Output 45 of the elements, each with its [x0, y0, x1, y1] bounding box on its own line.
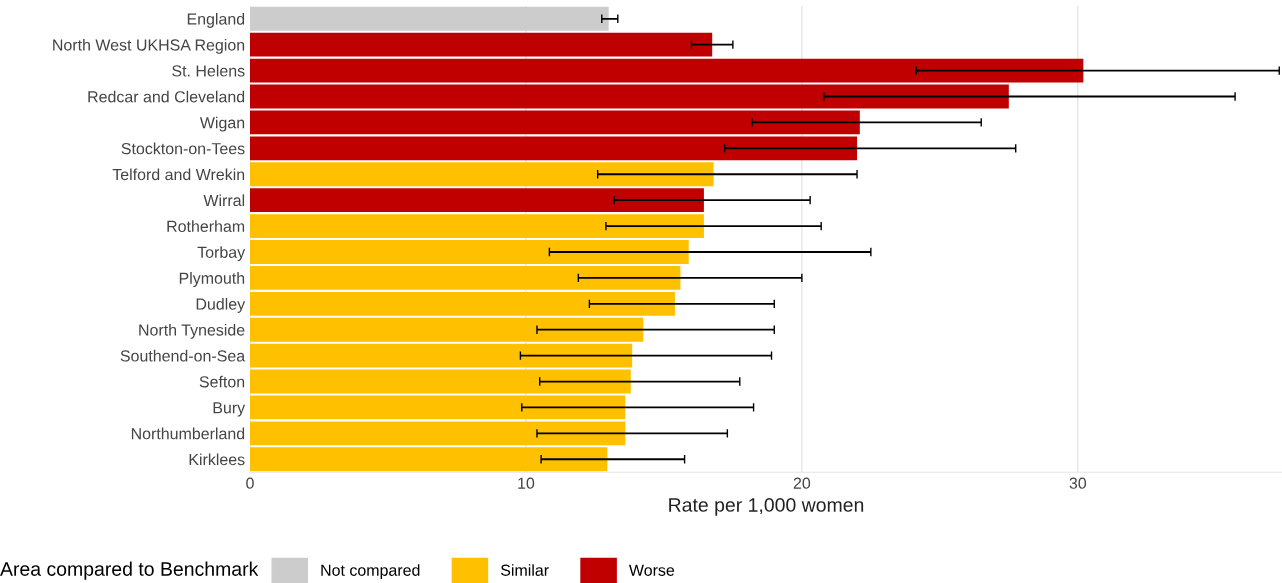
bar	[249, 265, 681, 290]
legend-label: Not compared	[321, 564, 420, 580]
y-tick-label: Dudley	[196, 298, 246, 313]
bar	[249, 162, 714, 187]
y-tick-label: North West UKHSA Region	[53, 38, 245, 54]
y-tick-label: Torbay	[197, 246, 246, 262]
bar	[249, 6, 609, 31]
legend-label: Worse	[629, 564, 675, 576]
y-tick-label: St. Helens	[172, 64, 245, 77]
y-tick-label: Stockton-on-Tees	[121, 142, 245, 155]
y-tick-label: Rotherham	[167, 220, 245, 233]
y-tick-label: Bury	[213, 402, 246, 417]
bar	[249, 343, 633, 368]
y-tick-label: Redcar and Cleveland	[88, 90, 245, 103]
y-tick-label: Telford and Wrekin	[112, 168, 245, 181]
bar	[249, 136, 858, 161]
legend-title: Area compared to Benchmark	[0, 561, 259, 580]
bar	[249, 291, 675, 316]
bar	[249, 240, 689, 264]
x-tick-label: 30	[1069, 477, 1087, 489]
bar	[249, 188, 704, 213]
bar	[249, 214, 704, 238]
legend-label: Similar	[500, 564, 549, 576]
bar	[249, 421, 626, 446]
y-tick-label: Sefton	[199, 375, 245, 388]
y-tick-label: Wigan	[199, 116, 245, 132]
y-tick-label: North Tyneside	[139, 323, 245, 339]
x-tick-label: 20	[793, 477, 811, 489]
bar	[249, 447, 608, 472]
y-tick-label: Plymouth	[179, 272, 245, 287]
y-tick-label: Southend-on-Sea	[120, 349, 246, 362]
bar	[249, 110, 860, 135]
y-tick-label: Northumberland	[131, 427, 245, 440]
bar	[249, 369, 631, 394]
bar	[249, 32, 713, 57]
y-tick-label: Wirral	[203, 194, 245, 207]
bar	[249, 395, 626, 420]
x-tick-label: 0	[246, 477, 254, 489]
x-tick-label: 10	[518, 477, 535, 489]
bar	[249, 317, 644, 342]
y-tick-label: Kirklees	[189, 453, 245, 466]
bar	[249, 84, 1009, 109]
y-tick-label: England	[187, 13, 245, 28]
bar	[249, 58, 1084, 83]
x-axis-title: Rate per 1,000 women	[669, 498, 864, 516]
